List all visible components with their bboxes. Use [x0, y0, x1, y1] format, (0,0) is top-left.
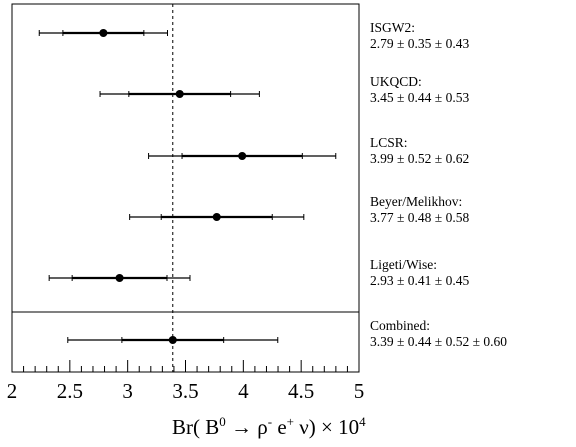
entry-isgw2: ISGW2: 2.79 ± 0.35 ± 0.43	[370, 20, 469, 52]
x-tick-label: 4	[238, 379, 249, 403]
data-point	[175, 90, 184, 98]
x-label-prefix: Br( B	[172, 415, 220, 439]
entry-name: LCSR:	[370, 135, 408, 150]
entry-name: Beyer/Melikhov:	[370, 194, 463, 209]
entry-ukqcd: UKQCD: 3.45 ± 0.44 ± 0.53	[370, 74, 469, 106]
entry-lcsr: LCSR: 3.99 ± 0.52 ± 0.62	[370, 135, 469, 167]
x-tick-label: 2.5	[57, 379, 83, 403]
data-point	[115, 274, 124, 282]
x-label-b-sup: 0	[219, 414, 226, 429]
entry-value: 3.77 ± 0.48 ± 0.58	[370, 210, 470, 225]
entry-combined: Combined: 3.39 ± 0.44 ± 0.52 ± 0.60	[370, 318, 507, 350]
entry-name: Combined:	[370, 318, 430, 333]
x-label-arrow: → ρ	[225, 415, 268, 439]
x-axis-label: Br( B0 → ρ- e+ ν) × 104	[172, 414, 366, 440]
entry-value: 3.45 ± 0.44 ± 0.53	[370, 90, 470, 105]
data-point	[238, 152, 247, 160]
entry-name: UKQCD:	[370, 74, 422, 89]
x-tick-label: 3.5	[172, 379, 198, 403]
entry-beyer-melikhov: Beyer/Melikhov: 3.77 ± 0.48 ± 0.58	[370, 194, 469, 226]
x-label-exp-sup: 4	[359, 414, 366, 429]
data-point	[212, 213, 221, 221]
data-point	[168, 336, 177, 344]
entry-name: Ligeti/Wise:	[370, 257, 437, 272]
x-label-e-sup: +	[286, 414, 294, 429]
entry-value: 2.79 ± 0.35 ± 0.43	[370, 36, 470, 51]
entry-ligeti-wise: Ligeti/Wise: 2.93 ± 0.41 ± 0.45	[370, 257, 469, 289]
entry-value: 3.39 ± 0.44 ± 0.52 ± 0.60	[370, 334, 507, 349]
x-tick-label: 5	[354, 379, 365, 403]
plot-frame	[11, 3, 360, 373]
entry-value: 3.99 ± 0.52 ± 0.62	[370, 151, 470, 166]
x-label-suffix: ν) × 10	[294, 415, 360, 439]
x-tick-label: 4.5	[288, 379, 314, 403]
x-label-e: e	[272, 415, 287, 439]
x-label-rho-sup: -	[267, 414, 273, 429]
entry-value: 2.93 ± 0.41 ± 0.45	[370, 273, 470, 288]
x-tick-label: 3	[122, 379, 133, 403]
x-tick-label: 2	[7, 379, 18, 403]
entry-name: ISGW2:	[370, 20, 415, 35]
data-point	[99, 29, 108, 37]
